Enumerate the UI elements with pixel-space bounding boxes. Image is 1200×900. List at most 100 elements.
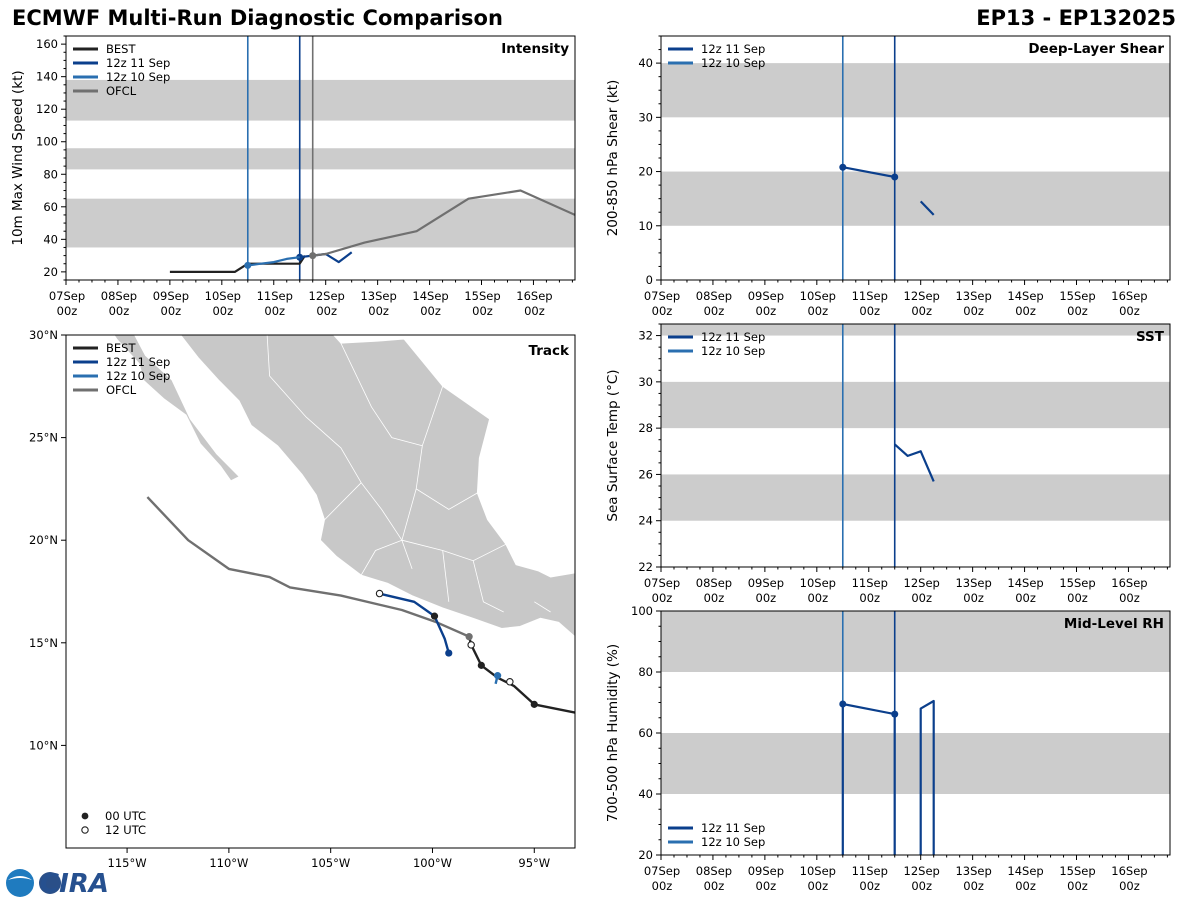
rh-band-1	[661, 611, 1170, 672]
rh-xtick-hour-5: 00z	[911, 879, 932, 893]
rh-xtick-day-7: 14Sep	[1007, 864, 1043, 878]
shear-xtick-day-8: 15Sep	[1059, 289, 1095, 303]
shear-ytick-label-1: 10	[638, 219, 653, 233]
sst-ytick-label-4: 30	[638, 375, 653, 389]
intensity-legend-label-3: OFCL	[106, 84, 137, 98]
sst-ytick-label-2: 26	[638, 467, 653, 481]
rh-series-marker-0-0	[839, 700, 847, 708]
rh-panel-title: Mid-Level RH	[1064, 616, 1164, 632]
sst-xtick-day-5: 12Sep	[904, 576, 940, 590]
logo-swoosh-icon	[8, 876, 32, 880]
track-legend-label-3: OFCL	[106, 383, 137, 397]
track-legend-marker-12utc	[81, 826, 89, 834]
sst-xtick-day-6: 13Sep	[955, 576, 991, 590]
intensity-xtick-day-4: 11Sep	[257, 289, 293, 303]
state-border-7	[472, 560, 504, 613]
intensity-xtick-hour-1: 00z	[109, 304, 130, 318]
shear-series-marker-1-1	[891, 173, 899, 181]
shear-band-0	[661, 171, 1170, 226]
figure-title: ECMWF Multi-Run Diagnostic Comparison	[12, 6, 503, 30]
state-border-4	[324, 482, 362, 520]
sst-xtick-day-0: 07Sep	[644, 576, 680, 590]
track-legend-label-2: 12z 10 Sep	[106, 369, 170, 383]
sst-ytick-label-3: 28	[638, 421, 653, 435]
track-point-00utc-3	[445, 649, 453, 657]
rh-xtick-day-1: 08Sep	[696, 864, 732, 878]
sst-panel: 22242628303207Sep00z08Sep00z09Sep00z10Se…	[605, 323, 1171, 605]
sst-xtick-day-9: 16Sep	[1111, 576, 1147, 590]
intensity-ytick-label-0: 20	[43, 265, 58, 279]
shear-xtick-hour-1: 00z	[704, 304, 725, 318]
sst-xtick-hour-6: 00z	[963, 591, 984, 605]
track-panel: 115°W 110°W 105°W 100°W 95°W 10°N 15°N 20°N 25°N…	[29, 328, 576, 870]
sst-ytick-label-0: 22	[638, 560, 653, 574]
rh-xtick-hour-0: 00z	[652, 879, 673, 893]
sst-xtick-day-8: 15Sep	[1059, 576, 1095, 590]
track-xtick-label-2: 105°W	[311, 856, 350, 870]
state-border-5	[401, 539, 506, 562]
track-map-area	[66, 335, 575, 848]
track-point-00utc-1	[477, 661, 485, 669]
track-xtick-label-1: 110°W	[209, 856, 248, 870]
sst-legend-label-0: 12z 11 Sep	[701, 330, 765, 344]
track-xtick-label-4: 95°W	[518, 856, 550, 870]
rh-ytick-label-4: 100	[631, 604, 653, 618]
intensity-series-marker-2-0	[244, 261, 252, 269]
sst-axes-frame	[660, 323, 1171, 568]
rh-xtick-day-0: 07Sep	[644, 864, 680, 878]
shear-xtick-hour-2: 00z	[756, 304, 777, 318]
rh-ytick-label-0: 20	[638, 848, 653, 862]
sst-xtick-hour-1: 00z	[704, 591, 725, 605]
rh-xtick-day-3: 10Sep	[800, 864, 836, 878]
sst-band-2	[661, 324, 1170, 336]
rh-xtick-hour-7: 00z	[1015, 879, 1036, 893]
sst-xtick-hour-4: 00z	[859, 591, 880, 605]
rh-series-marker-0-1	[891, 710, 899, 718]
shear-xtick-hour-8: 00z	[1067, 304, 1088, 318]
rh-ylabel: 700-500 hPa Humidity (%)	[605, 644, 621, 822]
logo-globe-icon	[6, 869, 34, 897]
track-ytick-label-4: 30°N	[29, 328, 58, 342]
intensity-xtick-day-0: 07Sep	[49, 289, 85, 303]
rh-xtick-hour-1: 00z	[704, 879, 725, 893]
sst-plot-area	[661, 324, 1170, 567]
intensity-xtick-hour-8: 00z	[472, 304, 493, 318]
intensity-xtick-hour-6: 00z	[368, 304, 389, 318]
shear-xtick-hour-0: 00z	[652, 304, 673, 318]
rh-legend-label-0: 12z 11 Sep	[701, 821, 765, 835]
intensity-xtick-day-1: 08Sep	[101, 289, 137, 303]
track-xtick-label-0: 115°W	[108, 856, 147, 870]
track-point-12utc-2	[375, 589, 384, 598]
intensity-series-marker-3-0	[309, 252, 317, 260]
sst-band-0	[661, 474, 1170, 521]
track-point-00utc-0	[530, 700, 538, 708]
rh-legend-label-1: 12z 10 Sep	[701, 835, 765, 849]
intensity-xtick-hour-0: 00z	[57, 304, 78, 318]
sst-xtick-day-2: 09Sep	[748, 576, 784, 590]
intensity-xtick-hour-2: 00z	[161, 304, 182, 318]
state-border-6	[442, 550, 450, 602]
shear-xtick-hour-4: 00z	[859, 304, 880, 318]
rh-xtick-hour-3: 00z	[807, 879, 828, 893]
mexico-land	[113, 335, 575, 638]
shear-xtick-day-3: 10Sep	[800, 289, 836, 303]
logo-text: CIRA	[40, 869, 109, 899]
shear-xtick-hour-9: 00z	[1119, 304, 1140, 318]
rh-xtick-day-9: 16Sep	[1111, 864, 1147, 878]
rh-xtick-day-4: 11Sep	[852, 864, 888, 878]
intensity-xtick-day-9: 16Sep	[516, 289, 552, 303]
shear-xtick-hour-3: 00z	[807, 304, 828, 318]
track-legend-label-0: BEST	[106, 341, 136, 355]
track-legend-marker-00utc	[81, 812, 89, 820]
sst-xtick-hour-8: 00z	[1067, 591, 1088, 605]
shear-ytick-label-3: 30	[638, 110, 653, 124]
track-marker-legend-label-1: 12 UTC	[105, 823, 146, 837]
state-border-0	[340, 343, 423, 447]
track-xtick-label-3: 100°W	[413, 856, 452, 870]
intensity-band-1	[66, 148, 575, 170]
rh-xtick-hour-9: 00z	[1119, 879, 1140, 893]
cira-logo: CIRA	[6, 869, 109, 899]
sst-xtick-hour-5: 00z	[911, 591, 932, 605]
sst-xtick-day-7: 14Sep	[1007, 576, 1043, 590]
